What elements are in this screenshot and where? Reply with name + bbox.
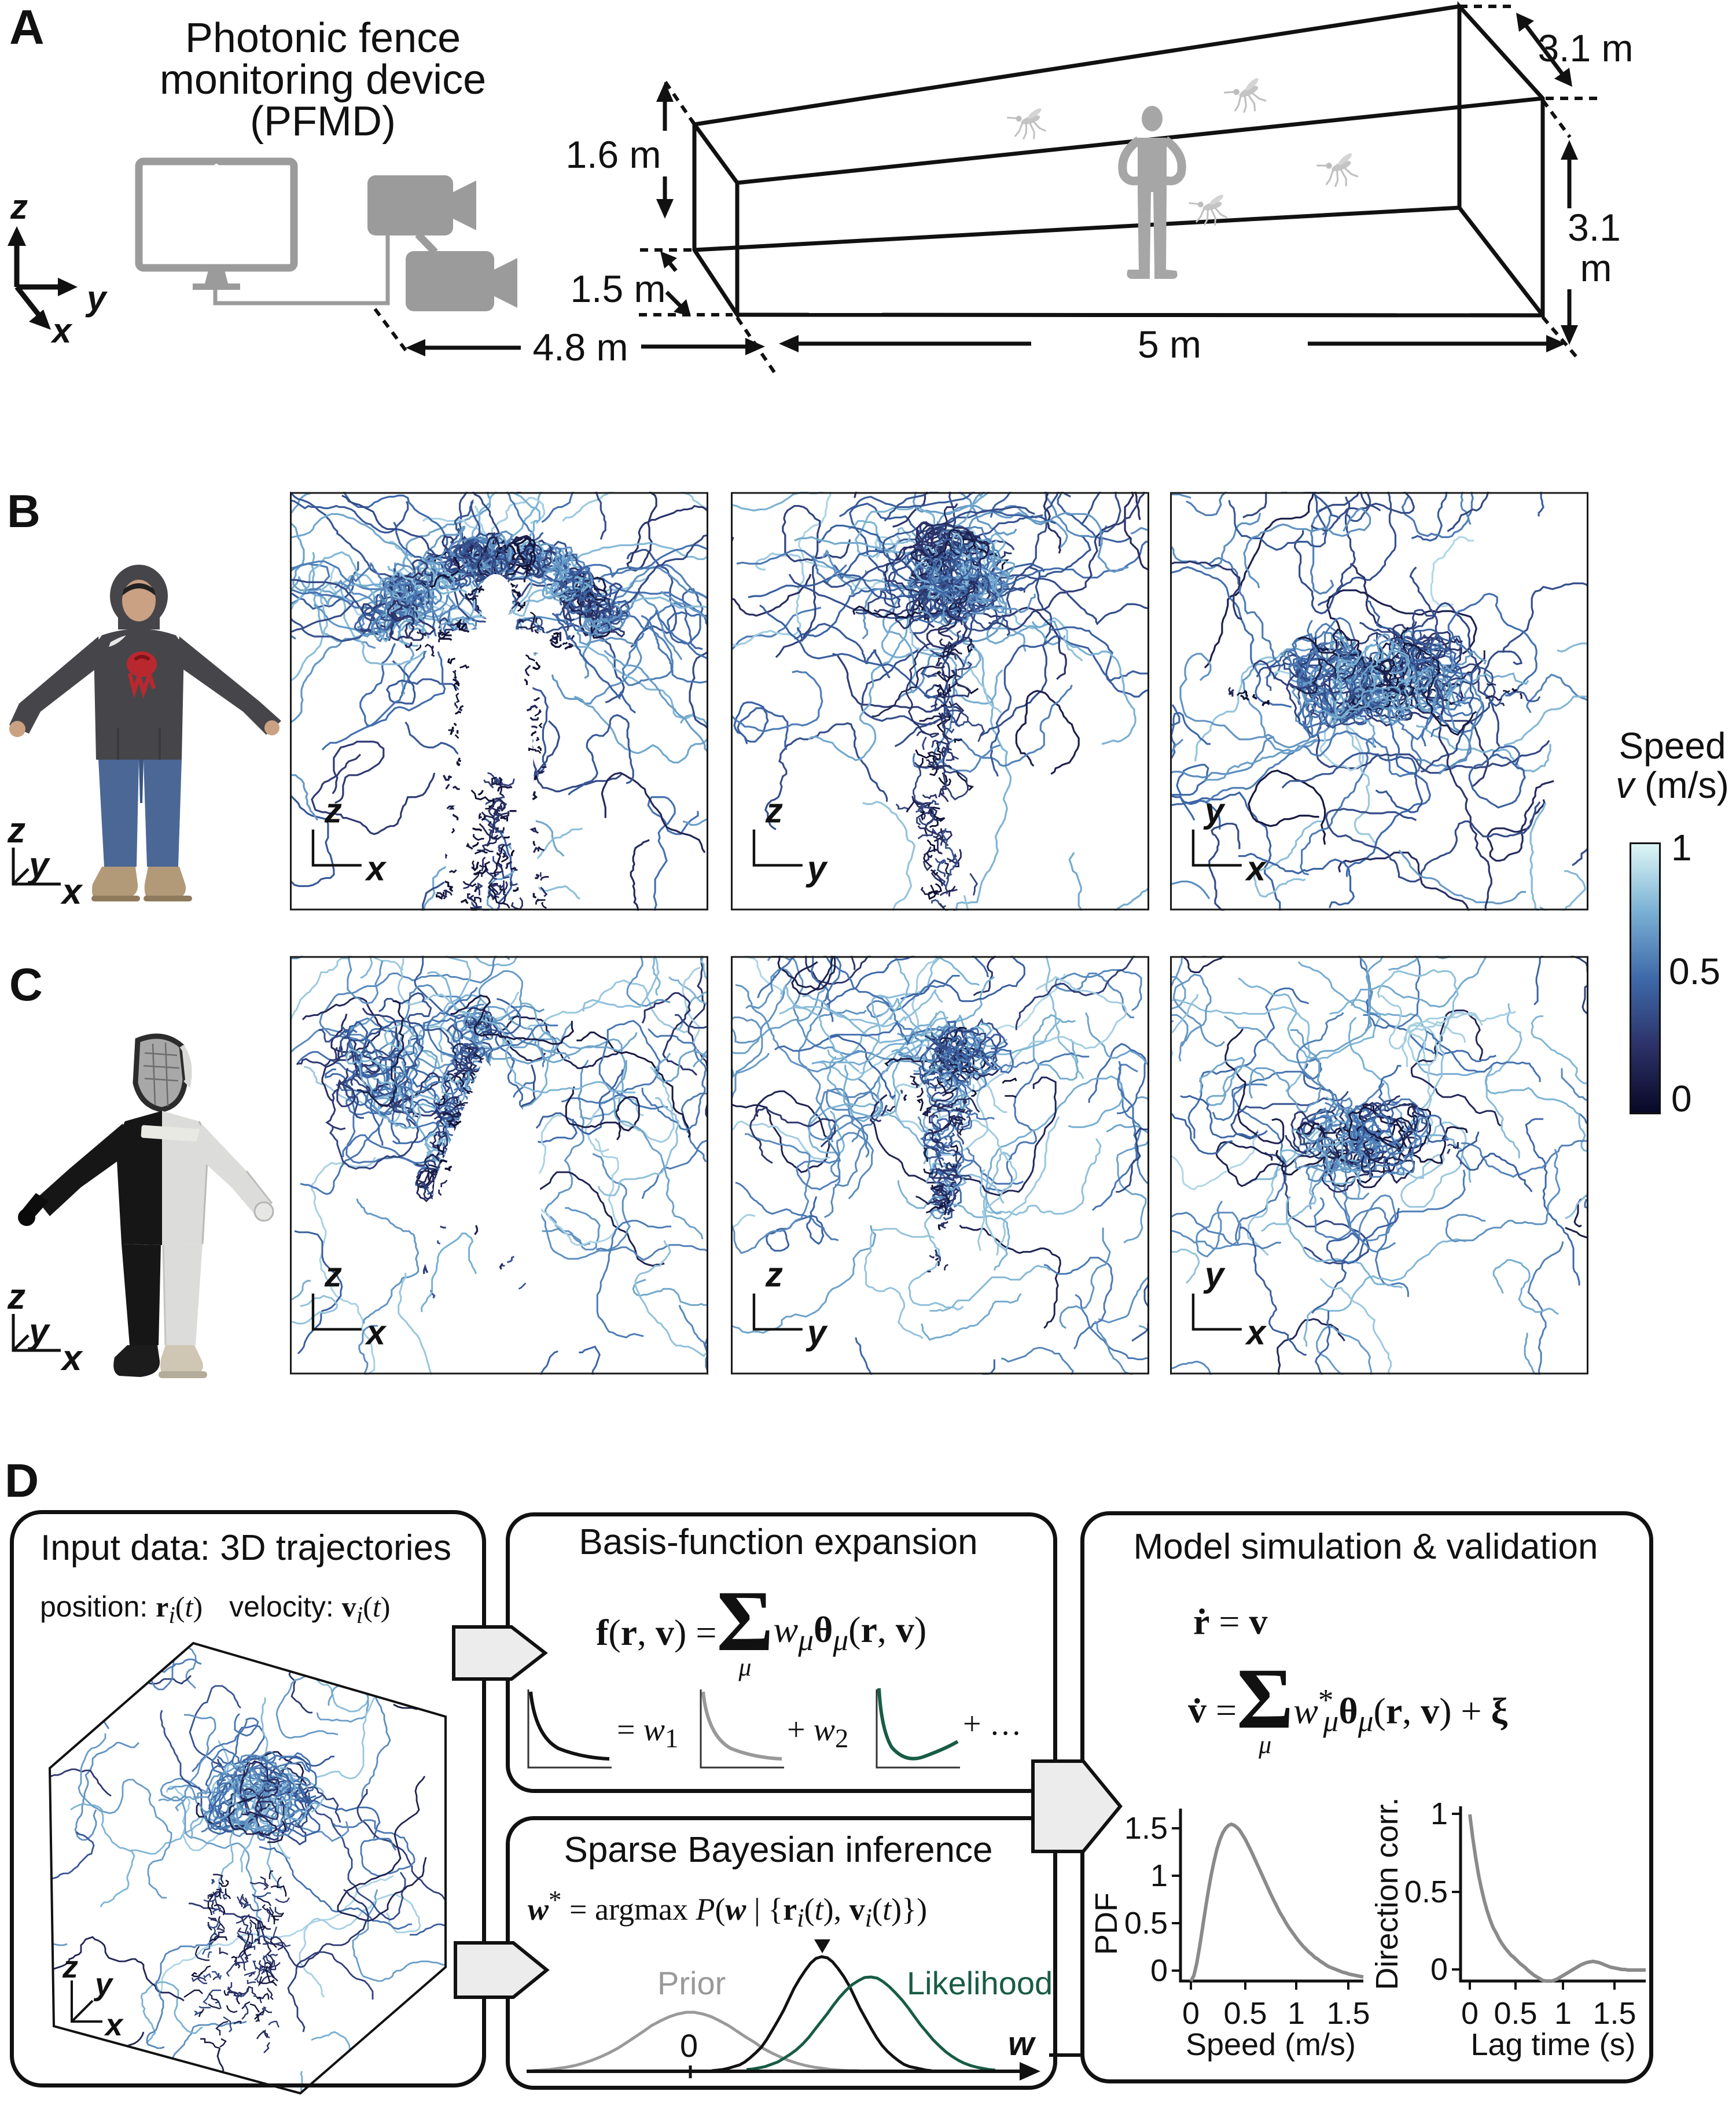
svg-text:z: z [324, 791, 342, 830]
svg-text:y: y [806, 849, 828, 888]
svg-text:w: w [1008, 2025, 1036, 2063]
svg-text:x: x [50, 311, 73, 350]
svg-text:z: z [7, 1277, 25, 1317]
svg-text:Photonic fence: Photonic fence [185, 15, 461, 61]
svg-text:Prior: Prior [657, 1965, 726, 2001]
svg-text:1: 1 [1288, 1996, 1305, 2031]
svg-text:m: m [1580, 246, 1612, 289]
svg-text:z: z [765, 791, 783, 830]
svg-text:3.1 m: 3.1 m [1538, 27, 1633, 69]
svg-text:4.8 m: 4.8 m [532, 326, 628, 369]
svg-text:5 m: 5 m [1138, 323, 1201, 366]
svg-text:A: A [9, 0, 45, 54]
svg-text:z: z [7, 811, 25, 851]
svg-text:0: 0 [1430, 1952, 1448, 1987]
svg-text:x: x [1245, 1313, 1267, 1352]
svg-text:0.5: 0.5 [1494, 1996, 1537, 2031]
svg-text:0: 0 [1182, 1996, 1200, 2031]
svg-text:x: x [365, 849, 387, 888]
svg-text:x: x [60, 872, 83, 908]
svg-text:0.5: 0.5 [1404, 1875, 1448, 1909]
svg-text:Lag time (s): Lag time (s) [1470, 2027, 1635, 2062]
svg-text:0: 0 [1150, 1953, 1168, 1988]
svg-text:1: 1 [1150, 1858, 1168, 1893]
svg-text:monitoring device: monitoring device [160, 57, 486, 103]
svg-text:1.5 m: 1.5 m [570, 267, 665, 310]
svg-text:y: y [27, 1312, 51, 1352]
svg-text:z: z [62, 1950, 78, 1985]
svg-text:x: x [365, 1313, 387, 1352]
svg-text:z: z [765, 1256, 783, 1294]
svg-text:x: x [60, 1338, 83, 1375]
svg-text:Speed (m/s): Speed (m/s) [1186, 2027, 1356, 2062]
svg-text:y: y [1203, 791, 1226, 830]
svg-text:1: 1 [1554, 1996, 1572, 2031]
svg-text:z: z [324, 1256, 342, 1294]
svg-text:0.5: 0.5 [1223, 1996, 1267, 2031]
svg-text:y: y [93, 1967, 114, 2002]
svg-text:1: 1 [1430, 1796, 1448, 1831]
svg-text:1.5: 1.5 [1592, 1996, 1636, 2031]
svg-text:x: x [104, 2008, 124, 2042]
svg-text:Likelihood: Likelihood [907, 1965, 1053, 2001]
svg-text:y: y [85, 279, 108, 318]
svg-text:y: y [1203, 1256, 1226, 1294]
svg-text:z: z [10, 187, 28, 226]
svg-text:y: y [806, 1313, 828, 1352]
svg-text:PDF: PDF [1089, 1893, 1124, 1955]
svg-text:1.6 m: 1.6 m [565, 133, 661, 176]
svg-text:0: 0 [680, 2027, 698, 2064]
svg-text:x: x [1245, 849, 1267, 888]
svg-text:3.1: 3.1 [1568, 206, 1621, 249]
svg-text:Direction corr.: Direction corr. [1370, 1797, 1404, 1990]
svg-text:0.5: 0.5 [1124, 1906, 1168, 1941]
svg-text:(PFMD): (PFMD) [250, 98, 396, 145]
svg-text:1.5: 1.5 [1124, 1811, 1168, 1846]
svg-text:0: 0 [1461, 1996, 1478, 2031]
svg-text:y: y [27, 845, 51, 885]
svg-text:1.5: 1.5 [1326, 1996, 1370, 2031]
